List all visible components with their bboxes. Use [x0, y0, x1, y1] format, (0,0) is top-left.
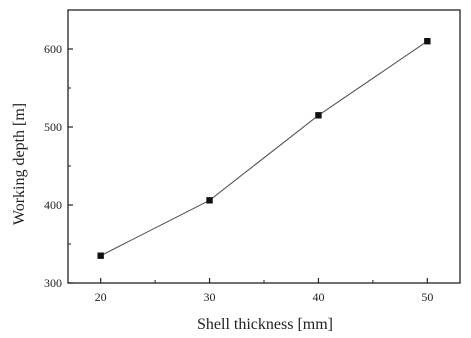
x-tick-label: 40	[312, 290, 324, 304]
x-tick-label: 20	[95, 290, 107, 304]
series-layer	[97, 38, 431, 259]
y-tick-label: 600	[44, 42, 62, 56]
data-point-20	[97, 252, 104, 259]
data-point-30	[206, 197, 213, 204]
series-line	[100, 40, 428, 257]
y-tick-label: 300	[44, 276, 62, 290]
data-point-50	[424, 38, 431, 45]
x-tick-label: 50	[421, 290, 433, 304]
data-point-40	[315, 112, 322, 119]
y-tick-label: 500	[44, 120, 62, 134]
x-axis: 20 30 40 50	[95, 278, 433, 304]
y-axis-title: Working depth [m]	[11, 103, 28, 225]
y-axis: 300 400 500 600	[44, 42, 73, 290]
x-tick-label: 30	[204, 290, 216, 304]
y-tick-label: 400	[44, 198, 62, 212]
x-axis-title: Shell thickness [mm]	[197, 316, 333, 333]
